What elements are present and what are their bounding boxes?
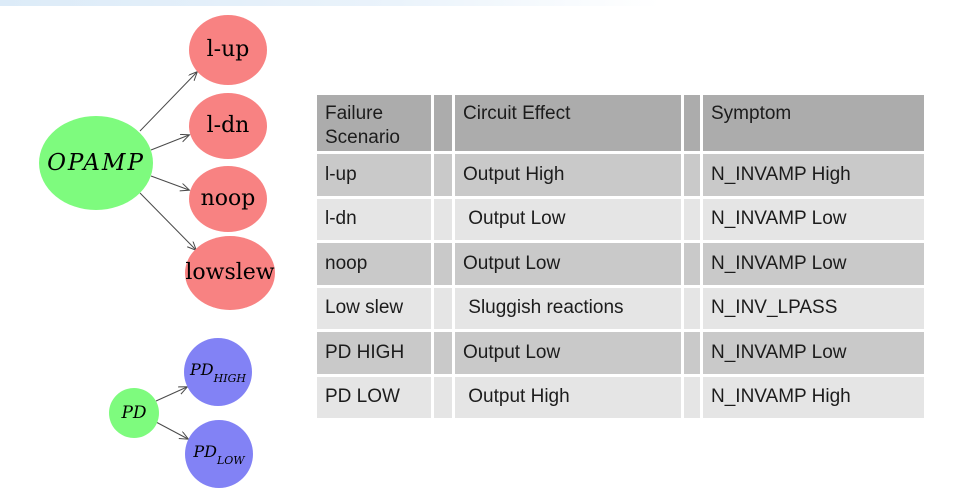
cell-scenario: PD LOW bbox=[317, 376, 431, 418]
node-pd-high: PDHIGH bbox=[184, 338, 252, 406]
node-l-dn: l-dn bbox=[189, 93, 267, 159]
arrow-opamp-to-noop bbox=[150, 175, 189, 190]
node-pd-low: PDLOW bbox=[185, 420, 253, 488]
arrow-pd-to-pdlow bbox=[155, 421, 188, 439]
node-pd-high-label: PDHIGH bbox=[190, 360, 246, 385]
row-spacer bbox=[684, 243, 700, 285]
header-cell-failure-scenario: Failure Scenario bbox=[317, 95, 431, 151]
cell-scenario: l-dn bbox=[317, 198, 431, 240]
failure-scenario-table: Failure Scenario Circuit Effect Symptom … bbox=[317, 95, 924, 418]
cell-symptom: N_INVAMP Low bbox=[703, 332, 924, 374]
header-spacer-1 bbox=[434, 95, 452, 151]
node-noop: noop bbox=[189, 166, 267, 232]
node-opamp: OPAMP bbox=[39, 116, 153, 210]
cell-scenario: l-up bbox=[317, 154, 431, 196]
cell-scenario: noop bbox=[317, 243, 431, 285]
cell-symptom: N_INVAMP High bbox=[703, 376, 924, 418]
row-spacer bbox=[434, 154, 452, 196]
header-cell-symptom: Symptom bbox=[703, 95, 924, 151]
cell-effect: Output Low bbox=[455, 332, 681, 374]
row-spacer bbox=[434, 287, 452, 329]
node-pd-low-subscript: LOW bbox=[216, 453, 245, 467]
node-l-up: l-up bbox=[189, 15, 267, 85]
cell-scenario: PD HIGH bbox=[317, 332, 431, 374]
cell-symptom: N_INVAMP Low bbox=[703, 243, 924, 285]
cell-symptom: N_INVAMP High bbox=[703, 154, 924, 196]
row-spacer bbox=[684, 287, 700, 329]
cell-effect: Output Low bbox=[455, 243, 681, 285]
cell-symptom: N_INV_LPASS bbox=[703, 287, 924, 329]
cell-effect: Output High bbox=[455, 154, 681, 196]
row-spacer bbox=[684, 376, 700, 418]
arrow-opamp-to-ldn bbox=[150, 135, 189, 151]
cell-effect: Sluggish reactions bbox=[455, 287, 681, 329]
node-pd-low-label: PDLOW bbox=[193, 442, 245, 467]
node-pd-high-subscript: HIGH bbox=[213, 371, 246, 385]
arrow-pd-to-pdhigh bbox=[155, 387, 187, 402]
cell-effect: Output Low bbox=[455, 198, 681, 240]
row-spacer bbox=[434, 332, 452, 374]
node-pd: PD bbox=[109, 388, 159, 438]
row-spacer bbox=[434, 198, 452, 240]
row-spacer bbox=[684, 332, 700, 374]
row-spacer bbox=[684, 154, 700, 196]
cell-effect: Output High bbox=[455, 376, 681, 418]
header-cell-circuit-effect: Circuit Effect bbox=[455, 95, 681, 151]
row-spacer bbox=[434, 243, 452, 285]
node-lowslew: lowslew bbox=[185, 236, 275, 310]
cell-symptom: N_INVAMP Low bbox=[703, 198, 924, 240]
row-spacer bbox=[684, 198, 700, 240]
header-spacer-2 bbox=[684, 95, 700, 151]
cell-scenario: Low slew bbox=[317, 287, 431, 329]
row-spacer bbox=[434, 376, 452, 418]
top-accent-strip bbox=[0, 0, 660, 6]
arrow-opamp-to-lowslew bbox=[139, 192, 196, 250]
